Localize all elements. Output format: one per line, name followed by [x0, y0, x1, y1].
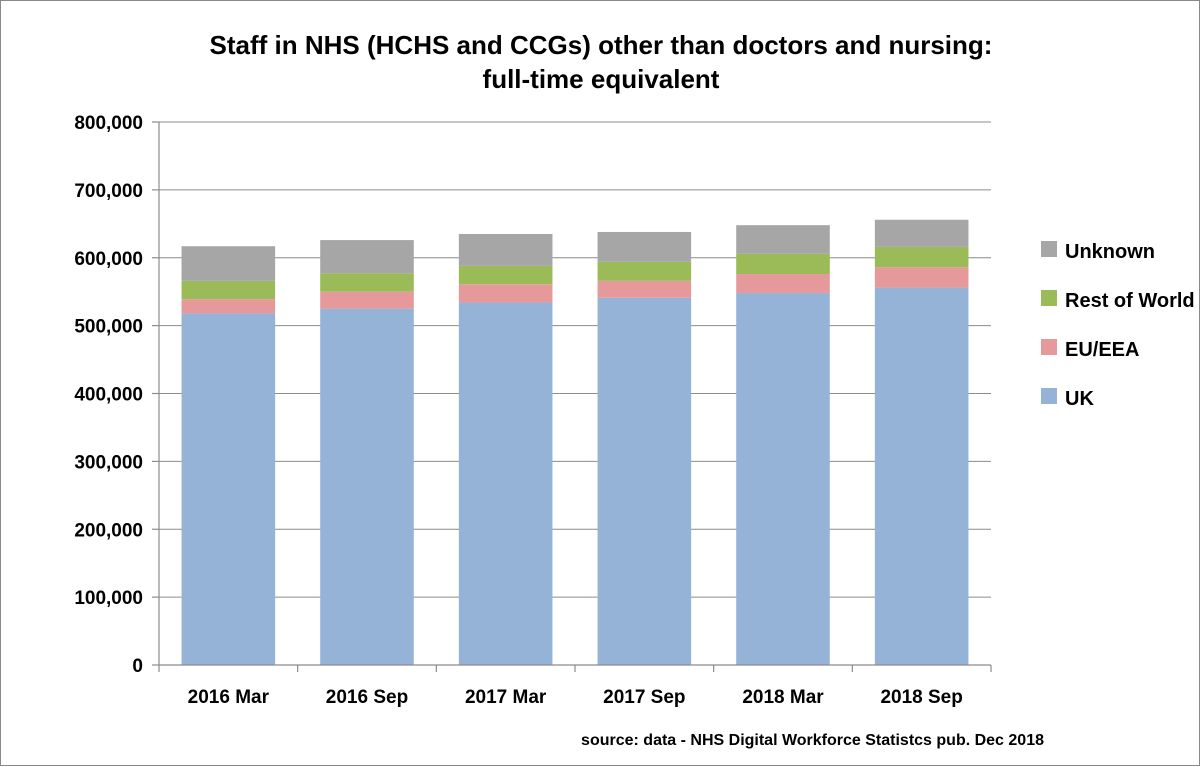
bar-segment-eu-eea [736, 274, 830, 294]
legend-label: Unknown [1065, 241, 1155, 263]
axes [158, 122, 991, 666]
bar-segment-eu-eea [320, 291, 414, 309]
y-tick-label: 400,000 [74, 385, 143, 406]
y-axis-ticks: 0 100,000 200,000 300,000 400,000 500,000 600,… [74, 113, 159, 677]
bar-segment-rest-of-world [874, 246, 969, 268]
chart-title-line-2: full-time equivalent [483, 64, 720, 94]
bar-segment-unknown [320, 240, 414, 274]
gridlines [159, 121, 991, 598]
bar-segment-uk [874, 287, 969, 665]
y-tick-label: 500,000 [74, 317, 143, 338]
x-tick-label: 2018 Sep [880, 687, 962, 708]
legend-swatch [1041, 241, 1057, 257]
x-tick-label: 2017 Sep [603, 687, 685, 708]
y-tick-label: 300,000 [74, 452, 143, 473]
bar-segment-eu-eea [458, 284, 553, 303]
bar-segment-eu-eea [597, 280, 692, 298]
bar-segment-uk [736, 293, 830, 665]
legend-label: Rest of World [1065, 290, 1195, 312]
y-tick-label: 100,000 [74, 588, 143, 609]
bar-segment-rest-of-world [736, 253, 830, 275]
legend-label: UK [1065, 388, 1094, 410]
legend-swatch [1041, 290, 1057, 306]
bar-segment-unknown [874, 219, 969, 247]
legend-swatch [1041, 339, 1057, 355]
bar-segment-uk [181, 313, 276, 665]
legend: Unknown Rest of World EU/EEA UK [1041, 241, 1195, 410]
bar-segment-unknown [458, 233, 553, 266]
y-tick-label: 800,000 [74, 113, 143, 134]
y-tick-label: 200,000 [74, 520, 143, 541]
bar-segment-unknown [736, 225, 830, 254]
x-tick-label: 2016 Sep [326, 687, 408, 708]
y-tick-label: 600,000 [74, 249, 143, 270]
legend-label: EU/EEA [1065, 339, 1139, 361]
bar-segment-rest-of-world [458, 265, 553, 285]
bar-segment-eu-eea [874, 267, 969, 288]
bar-segment-unknown [597, 231, 692, 262]
bar-segment-unknown [181, 246, 276, 281]
legend-swatch [1041, 388, 1057, 404]
x-axis-ticks: 2016 Mar 2016 Sep 2017 Mar 2017 Sep 2018 Mar… [158, 665, 992, 708]
bar-segment-uk [597, 297, 692, 665]
bar-segment-rest-of-world [597, 261, 692, 281]
y-tick-label: 700,000 [74, 181, 143, 202]
x-tick-label: 2016 Mar [188, 687, 270, 708]
bar-segment-uk [320, 308, 414, 665]
chart-title-line-1: Staff in NHS (HCHS and CCGs) other than … [210, 30, 993, 60]
bars [181, 219, 969, 665]
bar-segment-uk [458, 302, 553, 665]
x-tick-label: 2018 Mar [742, 687, 824, 708]
bar-segment-eu-eea [181, 299, 276, 314]
bar-segment-rest-of-world [320, 273, 414, 292]
bar-segment-rest-of-world [181, 280, 276, 300]
source-note: source: data - NHS Digital Workforce Sta… [581, 732, 1044, 749]
y-tick-label: 0 [132, 656, 143, 677]
x-tick-label: 2017 Mar [465, 687, 547, 708]
